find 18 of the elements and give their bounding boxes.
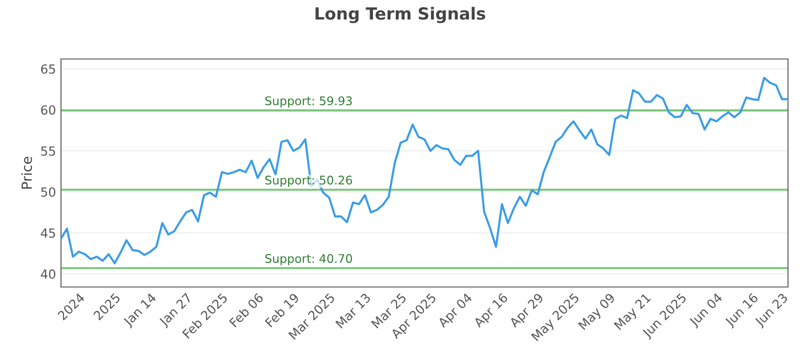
ref-line-label: Support: 50.26 — [265, 176, 352, 187]
y-tick-label: 45 — [40, 228, 56, 238]
x-tick-label: Apr 04 — [437, 292, 474, 330]
y-tick-label: 50 — [41, 187, 56, 197]
y-axis-title: Price — [21, 156, 32, 189]
y-tick-label: 40 — [40, 269, 56, 279]
ref-line-label: Support: 40.70 — [265, 254, 352, 266]
y-tick-label: 65 — [41, 64, 56, 74]
x-tick-label: Feb 06 — [228, 292, 264, 328]
chart-title: Long Term Signals — [316, 6, 486, 24]
x-tick-label: Jun 04 — [688, 292, 724, 329]
y-tick-label: 60 — [41, 105, 56, 115]
ref-line-label: Support: 59.93 — [265, 96, 352, 108]
x-tick-label: Apr 16 — [472, 292, 510, 330]
x-tick-label: Mar 13 — [335, 292, 372, 329]
y-tick-label: 55 — [41, 146, 56, 156]
line-series — [61, 76, 788, 264]
x-tick-label: Jan 14 — [122, 292, 158, 328]
